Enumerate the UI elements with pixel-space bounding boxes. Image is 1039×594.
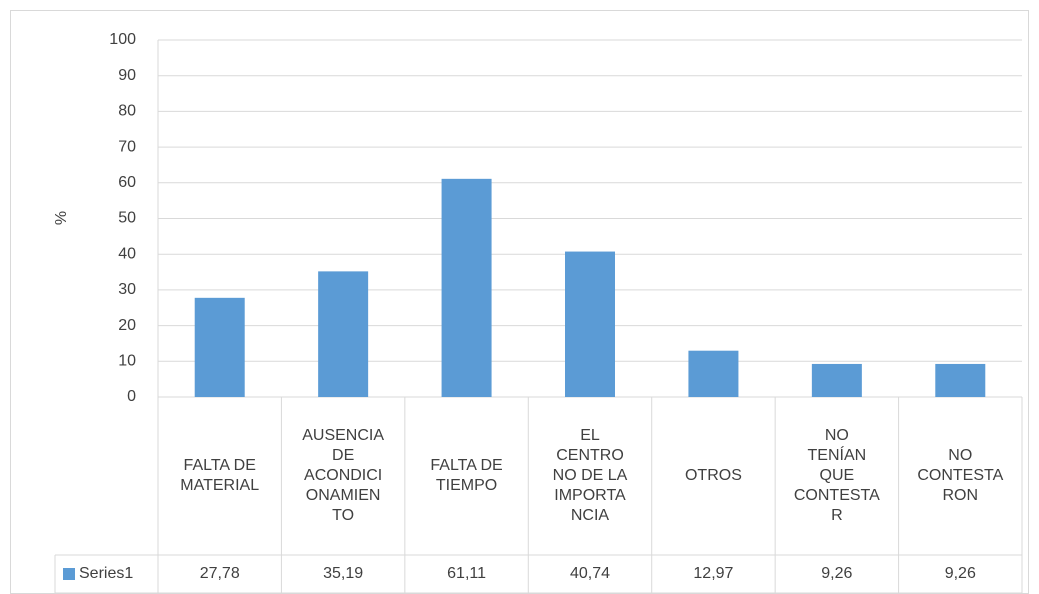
legend-key [63, 568, 75, 580]
bar [565, 251, 615, 397]
bar [441, 178, 492, 397]
category-label: FALTA DE MATERIAL [180, 457, 259, 494]
category-label: FALTA DE TIEMPO [430, 457, 502, 494]
y-tick-label: 80 [118, 103, 136, 120]
value-label: 40,74 [570, 565, 610, 582]
bar [194, 297, 245, 397]
bar [318, 271, 369, 397]
value-label: 12,97 [693, 565, 733, 582]
y-tick-label: 50 [118, 210, 136, 227]
bar [688, 350, 739, 397]
category-label: AUSENCIA DE ACONDICI ONAMIEN TO [302, 427, 384, 524]
y-tick-label: 30 [118, 281, 136, 298]
y-axis-label: % [53, 211, 70, 225]
bar [935, 363, 986, 397]
category-label: NO TENÍAN QUE CONTESTA R [794, 427, 880, 524]
value-label: 35,19 [323, 565, 363, 582]
category-label: EL CENTRO NO DE LA IMPORTA NCIA [553, 427, 628, 524]
bar [811, 363, 862, 397]
legend-label: Series1 [79, 565, 133, 582]
value-label: 27,78 [200, 565, 240, 582]
y-tick-label: 40 [118, 245, 136, 262]
y-tick-label: 0 [127, 388, 136, 405]
value-label: 61,11 [447, 565, 486, 582]
value-label: 9,26 [945, 565, 976, 582]
chart-border [10, 10, 1029, 594]
y-tick-label: 60 [118, 174, 136, 191]
y-tick-label: 100 [109, 31, 136, 48]
y-tick-label: 20 [118, 317, 136, 334]
y-tick-label: 90 [118, 67, 136, 84]
category-label: NO CONTESTA RON [917, 447, 1003, 504]
category-label: OTROS [685, 467, 742, 484]
y-tick-label: 70 [118, 138, 136, 155]
value-label: 9,26 [821, 565, 852, 582]
y-tick-label: 10 [118, 353, 136, 370]
